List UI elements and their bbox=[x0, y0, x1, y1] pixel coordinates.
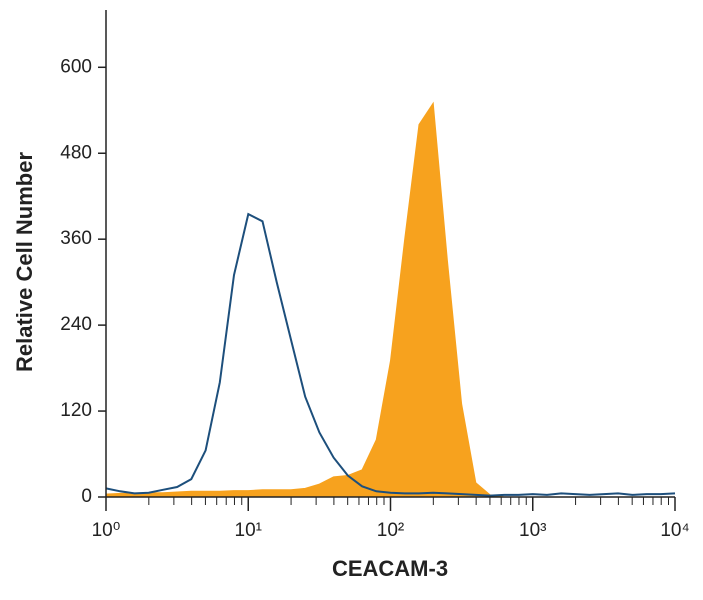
x-tick-label: 10¹ bbox=[235, 520, 262, 541]
y-tick-label: 0 bbox=[81, 486, 92, 507]
y-tick-label: 600 bbox=[60, 56, 92, 77]
histogram-area bbox=[105, 101, 675, 498]
y-tick-label: 120 bbox=[60, 400, 92, 421]
x-tick-label: 10³ bbox=[519, 520, 546, 541]
x-tick-label: 10² bbox=[377, 520, 404, 541]
y-axis-title: Relative Cell Number bbox=[12, 152, 37, 373]
x-axis-title: CEACAM-3 bbox=[332, 556, 448, 581]
y-tick-label: 360 bbox=[60, 228, 92, 249]
x-tick-label: 10⁴ bbox=[660, 520, 689, 541]
y-tick-label: 240 bbox=[60, 314, 92, 335]
y-tick-label: 480 bbox=[60, 142, 92, 163]
histogram-line bbox=[105, 212, 676, 497]
x-tick-label: 10⁰ bbox=[92, 520, 121, 541]
